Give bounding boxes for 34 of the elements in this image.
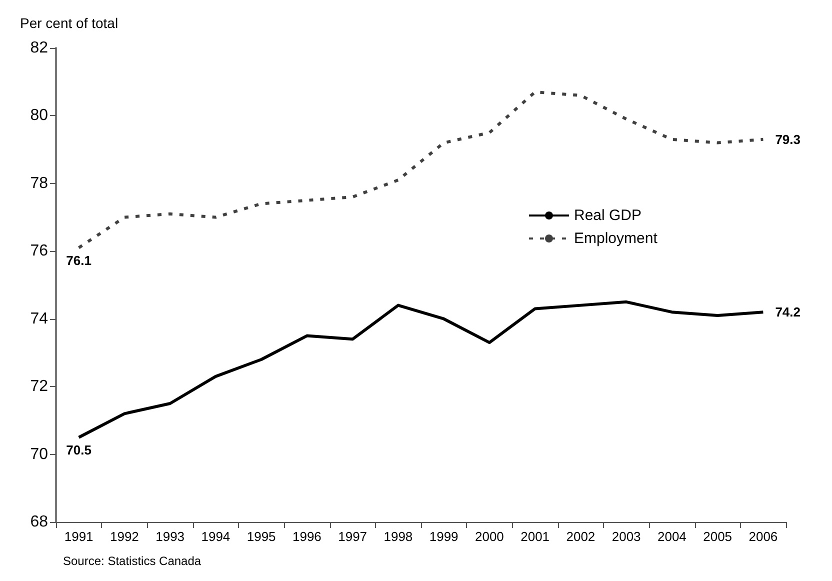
legend-label: Real GDP: [574, 207, 642, 224]
data-label: 76.1: [66, 252, 92, 268]
y-tick-label: 76: [30, 242, 48, 260]
x-tick-label: 2000: [474, 529, 504, 544]
x-tick-label: 2002: [566, 529, 596, 544]
x-tick-label: 2006: [748, 529, 778, 544]
x-tick-label: 1998: [384, 529, 413, 544]
x-tick-label: 2005: [703, 529, 732, 544]
line-series: [77, 90, 765, 250]
x-tick-label: 1995: [246, 529, 276, 544]
data-label: 70.5: [66, 442, 92, 458]
data-label: 74.2: [775, 304, 800, 320]
y-tick-label: 74: [30, 310, 48, 328]
x-tick-label: 2001: [520, 529, 550, 544]
line-series: [77, 300, 765, 439]
x-tick-label: 1994: [201, 529, 230, 544]
y-tick-label: 78: [30, 174, 48, 192]
data-label: 79.3: [775, 132, 800, 147]
y-tick-label: 80: [30, 107, 48, 124]
x-tick-label: 2003: [612, 529, 641, 544]
y-tick-label: 68: [30, 514, 48, 530]
y-axis-title: Per cent of total: [20, 15, 118, 31]
x-tick-label: 1996: [292, 529, 322, 544]
x-tick-label: 1999: [429, 529, 458, 544]
x-tick-label: 1991: [64, 529, 94, 544]
source-note: Source: Statistics Canada: [63, 554, 202, 568]
x-tick-label: 2004: [657, 529, 686, 544]
x-tick-label: 1993: [156, 529, 185, 544]
y-tick-label: 82: [30, 40, 48, 56]
x-tick-label: 1992: [110, 529, 139, 544]
y-tick-label: 70: [30, 446, 48, 463]
y-tick-label: 72: [30, 378, 48, 396]
legend-label: Employment: [574, 230, 658, 247]
x-tick-label: 1997: [338, 529, 368, 544]
